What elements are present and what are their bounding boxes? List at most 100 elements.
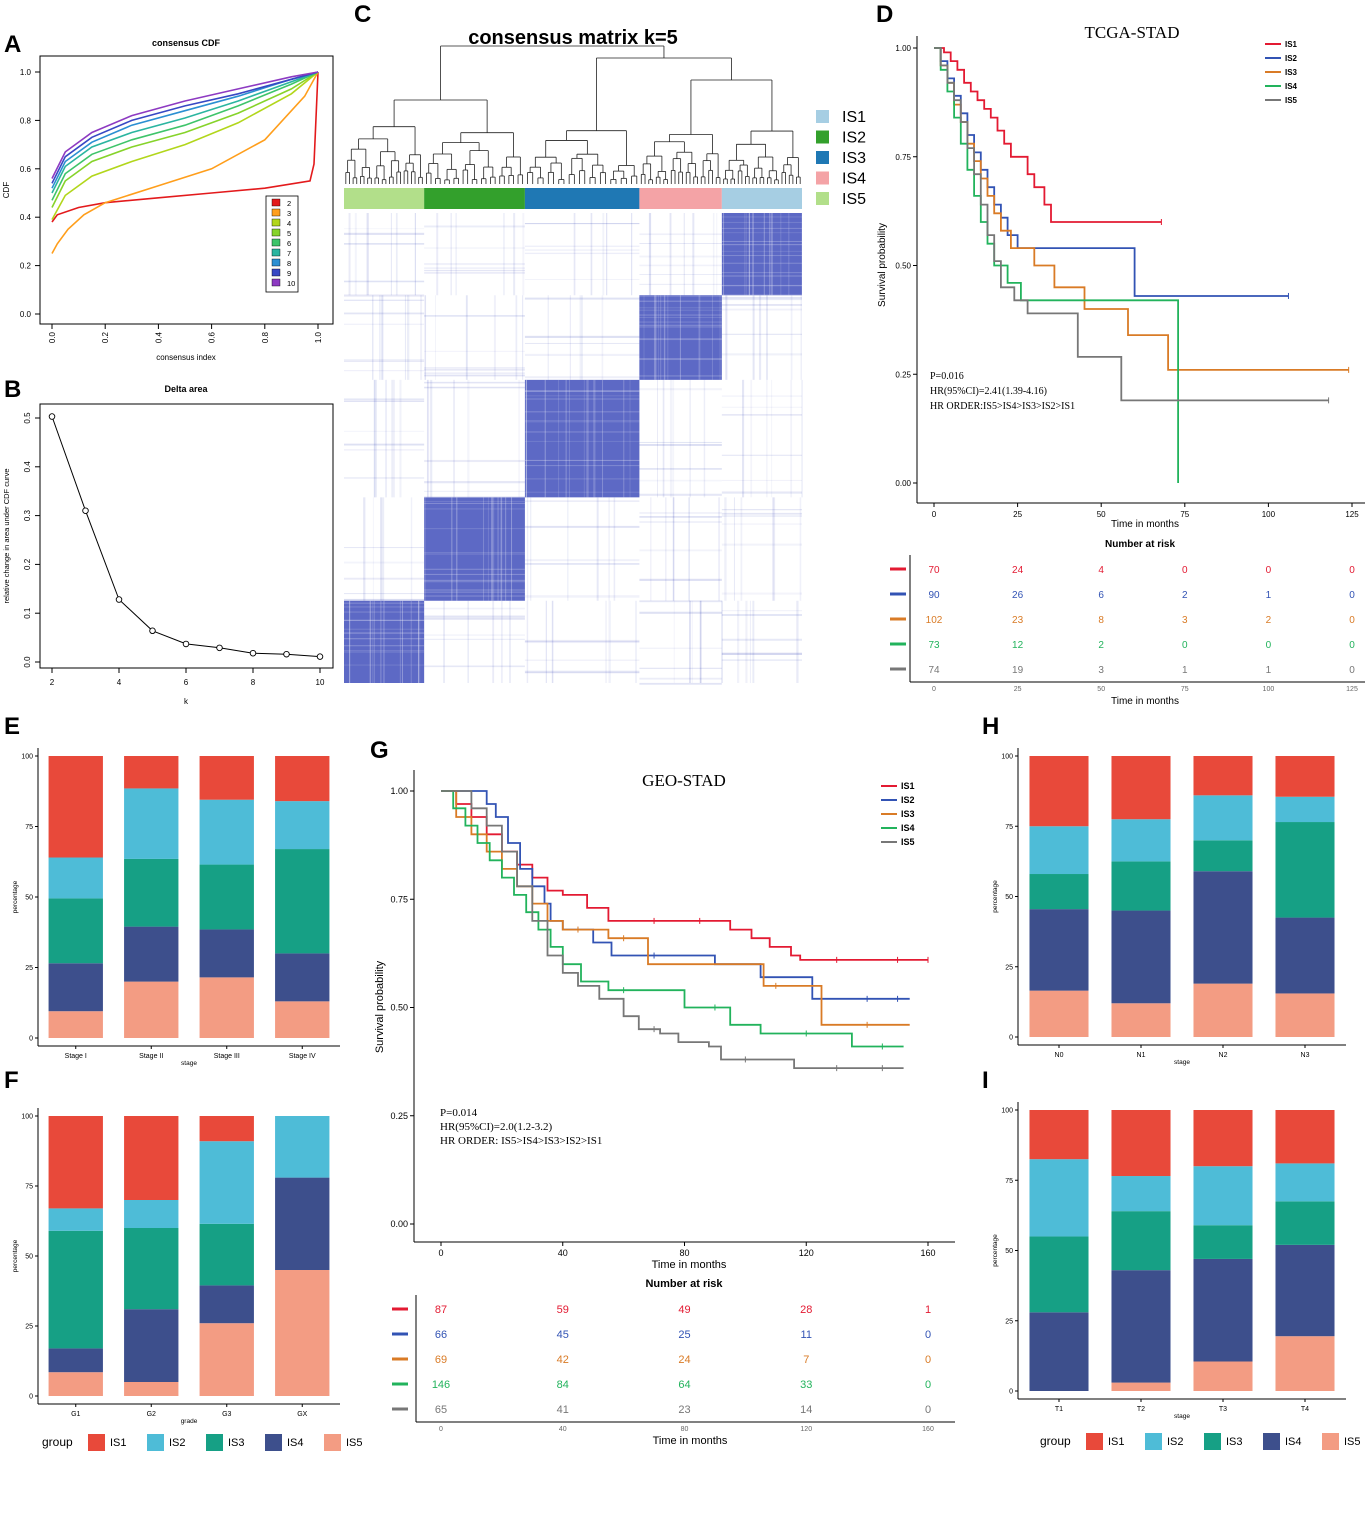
panel-i-t-bars: 0 25 50 75 100 T1 T2 T3 T4 stage percentage	[992, 1102, 1346, 1420]
x-tick-label: G1	[71, 1411, 80, 1418]
risk-time-label: 40	[559, 1426, 567, 1433]
x-tick-label: 1.0	[314, 331, 323, 343]
panel-label-f: F	[4, 1067, 19, 1094]
heatmap-block-stripe	[639, 300, 722, 302]
heatmap-block-stripe	[565, 379, 567, 498]
heatmap-speckle-col	[752, 295, 755, 380]
heatmap-speckle-row	[639, 441, 722, 443]
heatmap-block-stripe	[511, 497, 513, 601]
heatmap-block-stripe	[424, 502, 525, 504]
y-tick-label: 0.4	[20, 213, 32, 222]
heatmap-block-stripe	[780, 213, 782, 296]
heatmap-block-stripe	[524, 420, 640, 422]
heatmap-speckle-row	[639, 493, 722, 496]
heatmap-speckle-col	[527, 497, 529, 601]
delta-point-k6	[182, 640, 190, 648]
heatmap-speckle-row	[721, 454, 802, 456]
y-tick-label: 0.0	[23, 656, 32, 668]
panel-b-xlabel: k	[184, 697, 189, 706]
panel-g-risk-title: Number at risk	[645, 1278, 723, 1290]
risk-time-label: 75	[1181, 686, 1189, 693]
heatmap-block-stripe	[525, 379, 527, 498]
heatmap-speckle-col	[737, 600, 740, 683]
risk-count-is5: 19	[1012, 665, 1024, 676]
bar-segment-is3	[1029, 874, 1089, 910]
heatmap-speckle-row	[424, 270, 525, 272]
heatmap-speckle-row	[344, 280, 425, 283]
bar-segment-is1	[1111, 756, 1171, 820]
heatmap-block-is2	[424, 497, 525, 601]
legend-swatch-k2	[271, 198, 281, 207]
heatmap-speckle-col	[725, 295, 728, 380]
heatmap-block-stripe	[763, 213, 765, 296]
panel-label-b: B	[4, 376, 21, 403]
group-label-is3: IS3	[228, 1437, 245, 1449]
panel-a-xlabel: consensus index	[156, 353, 216, 362]
legend-swatch-k10	[271, 278, 281, 287]
legend-label-is3: IS3	[842, 150, 866, 167]
heatmap-speckle-row	[639, 647, 722, 649]
heatmap-block-stripe	[544, 379, 546, 498]
x-tick-label: 0	[932, 510, 937, 519]
risk-count-is4: 0	[925, 1379, 931, 1391]
heatmap-block-stripe	[524, 431, 640, 433]
heatmap-block-stripe	[586, 379, 588, 498]
heatmap-speckle-row	[721, 333, 802, 335]
delta-point-k2	[48, 413, 56, 420]
heatmap-speckle-row	[424, 350, 525, 352]
heatmap-block-stripe	[769, 213, 771, 296]
heatmap-block-stripe	[524, 440, 640, 442]
y-tick-label: 50	[1005, 1248, 1013, 1255]
bar-segment-is4	[1111, 1270, 1171, 1383]
heatmap-block-stripe	[349, 600, 351, 683]
km-curve-is2	[934, 47, 1289, 297]
heatmap-block-stripe	[418, 600, 420, 683]
y-tick-label: 100	[21, 754, 33, 761]
bar-segment-is3	[1193, 840, 1253, 872]
heatmap-block-stripe	[663, 295, 665, 380]
bar-segment-is5	[275, 1001, 330, 1038]
heatmap-speckle-row	[424, 381, 525, 384]
bar-segment-is5	[1193, 1361, 1253, 1391]
legend-label-is1: IS1	[842, 109, 866, 126]
bar-segment-is2	[48, 857, 103, 899]
heatmap-block-stripe	[660, 295, 662, 380]
heatmap-speckle-col	[665, 497, 667, 601]
heatmap-speckle-row	[424, 607, 525, 610]
y-tick-label: 25	[1005, 964, 1013, 971]
heatmap-block-stripe	[456, 497, 458, 601]
heatmap-block-stripe	[664, 295, 666, 380]
heatmap-speckle-col	[669, 213, 672, 296]
bar-segment-is5	[1111, 1003, 1171, 1037]
heatmap-block-stripe	[657, 295, 659, 380]
group-legend-right: group IS1 IS2 IS3 IS4 IS5	[1040, 1433, 1361, 1450]
heatmap-speckle-col	[430, 379, 433, 498]
panel-b-delta-area: Delta area 2 4 6 8 10 0.0 0.1 0.2 0.3 0.4 0.5 k re…	[2, 384, 334, 706]
heatmap-speckle-col	[590, 213, 593, 296]
heatmap-speckle-row	[344, 449, 425, 451]
bar-segment-is4	[1193, 1258, 1253, 1362]
legend-label-is5: IS5	[842, 191, 866, 208]
heatmap-speckle-col	[426, 379, 429, 498]
heatmap-block-stripe	[752, 213, 754, 296]
y-tick-label: 0.25	[390, 1111, 408, 1121]
heatmap-speckle-row	[639, 512, 722, 514]
heatmap-speckle-row	[424, 386, 525, 389]
heatmap-speckle-row	[639, 255, 722, 258]
heatmap-speckle-col	[380, 497, 382, 601]
panel-label-h: H	[982, 713, 999, 740]
heatmap-block-stripe	[524, 411, 640, 413]
panel-g-risk-xlabel: Time in months	[653, 1435, 728, 1447]
legend-swatch-is4	[816, 171, 829, 185]
risk-count-is4: 73	[928, 640, 940, 651]
heatmap-speckle-col	[689, 600, 691, 683]
bar-segment-is1	[275, 756, 330, 802]
heatmap-speckle-col	[650, 497, 652, 601]
heatmap-block-stripe	[501, 497, 503, 601]
bar-segment-is3	[48, 898, 103, 964]
x-tick-label: N3	[1301, 1052, 1310, 1059]
km-curve-is3	[441, 790, 910, 1026]
bar-segment-is4	[275, 1177, 330, 1270]
heatmap-block-stripe	[721, 255, 802, 257]
heatmap-block-stripe	[344, 628, 425, 630]
